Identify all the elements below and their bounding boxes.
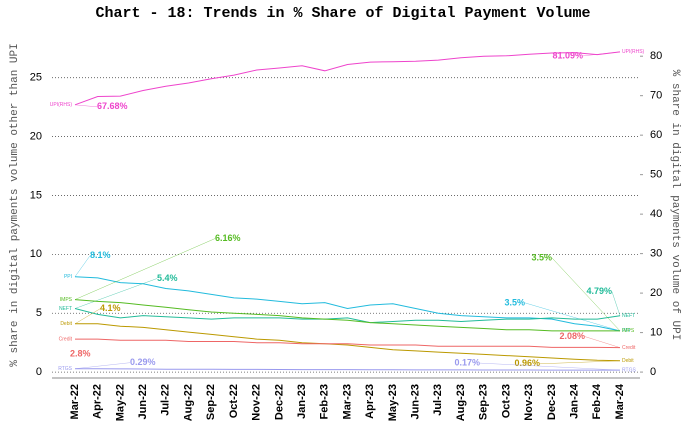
y2-tick-label: 60	[650, 129, 662, 141]
series-name: PPI	[622, 328, 630, 334]
x-tick-label: Jan-24	[568, 383, 580, 419]
x-tick-label: Dec-23	[546, 384, 558, 420]
leader-line	[539, 360, 621, 365]
y2-tick-label: 70	[650, 90, 662, 102]
data-label: 67.68%	[97, 101, 128, 111]
y-tick-label: 0	[36, 366, 42, 378]
series-name: Credit	[622, 345, 636, 351]
y2-axis-label: % share in digital payments volume of UP…	[669, 70, 681, 341]
x-tick-label: Aug-23	[455, 384, 467, 421]
leader-line	[74, 278, 158, 309]
series-name: RTGS	[58, 366, 72, 372]
x-tick-label: Dec-22	[273, 384, 285, 420]
x-tick-label: Mar-22	[69, 384, 81, 419]
y-axis-label: % share in digital payments volume other…	[9, 43, 21, 366]
leader-line	[74, 104, 98, 108]
x-tick-label: Mar-24	[614, 383, 626, 419]
x-tick-label: Jan-23	[296, 384, 308, 419]
series-line	[74, 299, 620, 332]
y-tick-label: 5	[36, 307, 42, 319]
data-label: 3.5%	[531, 252, 552, 262]
y2-tick-label: 80	[650, 50, 662, 62]
series-name: IMPS	[622, 328, 635, 334]
series-name: Debit	[622, 358, 634, 364]
series-line	[74, 276, 621, 332]
y2-tick-label: 20	[650, 287, 662, 299]
series-line	[75, 323, 621, 362]
series-name: IMPS	[60, 297, 73, 303]
x-tick-label: Oct-23	[500, 384, 512, 418]
data-label: 81.09%	[552, 50, 583, 60]
series-name: NEFT	[59, 306, 72, 312]
leader-line	[74, 362, 131, 369]
data-label: 0.17%	[454, 357, 480, 367]
x-tick-label: Feb-24	[591, 383, 603, 419]
leader-line	[74, 238, 216, 300]
data-label: 3.5%	[504, 297, 525, 307]
data-label: 6.16%	[215, 233, 241, 243]
data-label: 0.96%	[514, 358, 540, 368]
y-tick-label: 10	[30, 248, 42, 260]
leader-line	[74, 255, 91, 277]
series-name: RTGS	[622, 367, 636, 373]
series-name: NEFT	[622, 313, 635, 319]
series-line	[75, 338, 621, 349]
x-tick-label: Jul-22	[160, 384, 172, 416]
series-name: Credit	[59, 336, 73, 342]
x-tick-label: Aug-22	[182, 384, 194, 421]
leader-line	[479, 362, 621, 371]
x-tick-label: Sep-22	[205, 384, 217, 420]
leader-line	[74, 308, 101, 325]
x-tick-label: Apr-23	[364, 384, 376, 419]
data-label: 2.8%	[70, 349, 91, 359]
x-tick-label: Sep-23	[478, 384, 490, 420]
series-line	[74, 368, 620, 371]
x-tick-label: Oct-22	[228, 384, 240, 418]
y2-tick-label: 30	[650, 248, 662, 260]
series-name: Debit	[60, 321, 72, 327]
leader-line	[582, 51, 621, 57]
data-label: 0.29%	[130, 357, 156, 367]
x-tick-label: Feb-23	[319, 384, 331, 419]
y-tick-label: 25	[30, 72, 42, 84]
y-tick-label: 15	[30, 189, 42, 201]
x-tick-label: May-22	[114, 384, 126, 421]
data-label: 4.1%	[100, 303, 121, 313]
x-tick-label: May-23	[387, 384, 399, 421]
x-tick-label: Mar-23	[341, 384, 353, 419]
data-label: 8.1%	[90, 250, 111, 260]
data-label: 2.08%	[559, 331, 585, 341]
series-name: UPI(RHS)	[622, 49, 645, 55]
series-line	[74, 308, 621, 324]
leader-line	[611, 291, 621, 316]
chart-title: Chart - 18: Trends in % Share of Digital…	[95, 5, 590, 22]
y2-tick-label: 10	[650, 326, 662, 338]
x-tick-label: Jun-22	[137, 384, 149, 419]
y2-tick-label: 40	[650, 208, 662, 220]
x-tick-label: Jul-23	[432, 384, 444, 416]
data-label: 5.4%	[157, 273, 178, 283]
data-label: 4.79%	[586, 286, 612, 296]
series-name: UPI(RHS)	[50, 102, 73, 108]
x-tick-label: Nov-23	[523, 384, 535, 421]
x-tick-label: Nov-22	[251, 384, 263, 421]
leader-line	[524, 302, 621, 332]
leader-line	[584, 336, 621, 348]
x-tick-label: Jun-23	[410, 384, 422, 419]
x-tick-label: Apr-22	[92, 384, 104, 419]
y2-tick-label: 50	[650, 169, 662, 181]
series-line	[74, 51, 621, 106]
y2-tick-label: 0	[650, 366, 656, 378]
y-tick-label: 20	[30, 130, 42, 142]
leader-line	[551, 257, 621, 332]
series-name: PPI	[64, 274, 72, 280]
